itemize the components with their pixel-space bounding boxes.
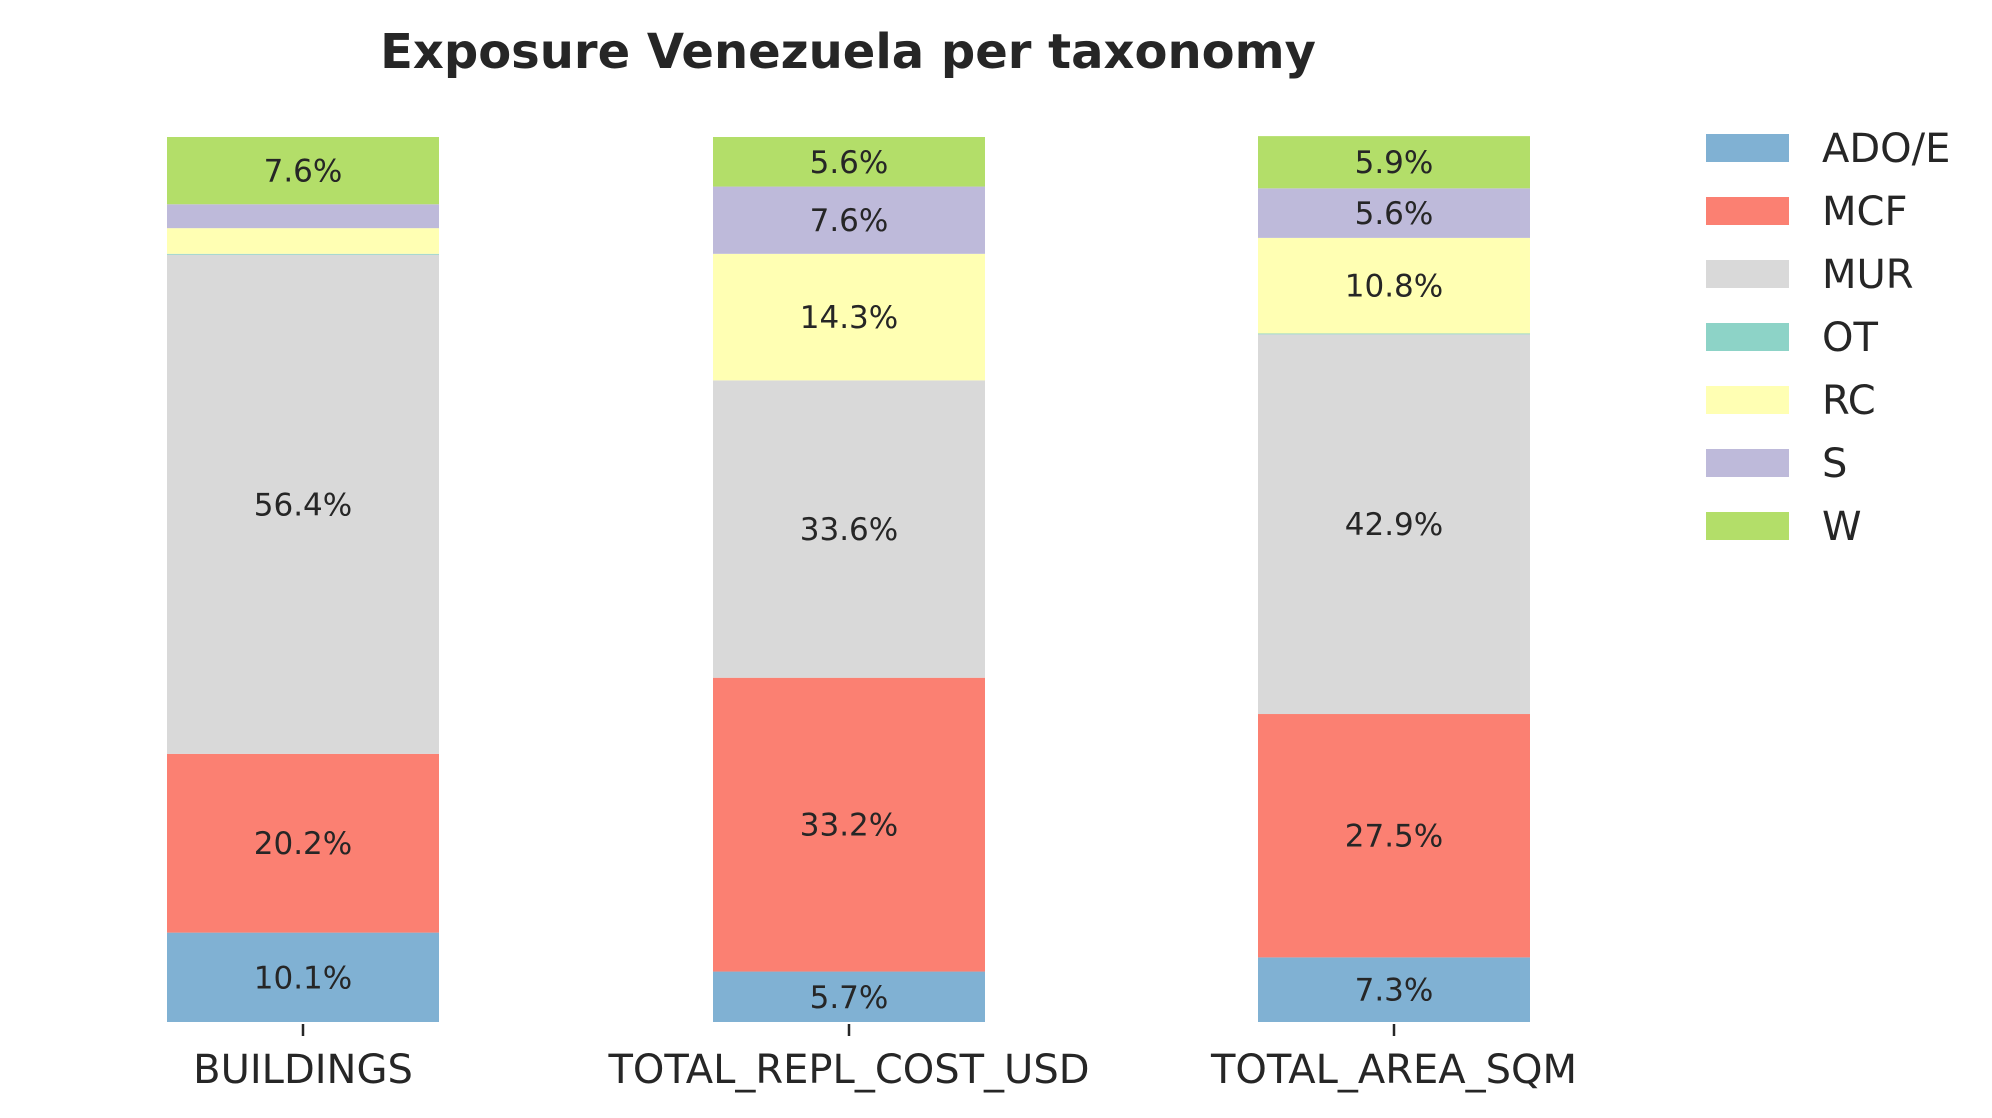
bar-segment-mcf-1 (167, 753, 439, 933)
data-label-mur-1: 56.4% (254, 487, 352, 523)
bar-segment-rc-3 (1258, 237, 1530, 334)
legend-swatch-rc (1706, 386, 1789, 414)
legend-label-s: S (1822, 441, 1847, 487)
legend-swatch-mur (1706, 260, 1789, 288)
bar-segment-ado-e-2 (713, 971, 985, 1022)
data-label-s-3: 5.6% (1355, 196, 1434, 232)
bar-segment-ot-1 (167, 253, 439, 255)
legend-swatch-ot (1706, 323, 1789, 351)
bar-segment-mur-2 (713, 380, 985, 678)
data-label-ado-e-2: 5.7% (810, 980, 889, 1016)
data-label-mcf-2: 33.2% (800, 808, 898, 844)
legend-swatch-mcf (1706, 197, 1789, 225)
legend-swatch-s (1706, 449, 1789, 477)
bar-segment-rc-2 (713, 253, 985, 381)
bar-segment-s-1 (167, 204, 439, 229)
data-label-mcf-3: 27.5% (1345, 819, 1443, 855)
x-axis: BUILDINGS TOTAL_REPL_COST_USD TOTAL_AREA_S… (193, 1024, 1577, 1093)
bar-segment-ado-e-3 (1258, 957, 1530, 1022)
bar-segment-w-2 (713, 137, 985, 187)
x-tick-label: TOTAL_AREA_SQM (1210, 1047, 1577, 1093)
bar-segment-s-2 (713, 186, 985, 254)
bar-segment-ado-e-1 (167, 932, 439, 1022)
x-tick-label: TOTAL_REPL_COST_USD (607, 1047, 1089, 1093)
legend-label-mur: MUR (1822, 252, 1914, 298)
bar-segment-w-1 (167, 137, 439, 205)
data-label-mur-2: 33.6% (800, 512, 898, 548)
data-label-ado-e-3: 7.3% (1355, 973, 1434, 1009)
bar-segment-ot-3 (1258, 333, 1530, 335)
legend: ADO/E MCF MUR OT RC SW (1706, 126, 1950, 550)
data-label-mcf-1: 20.2% (254, 826, 352, 862)
bar-segment-mcf-2 (713, 677, 985, 972)
bar-segment-w-3 (1258, 136, 1530, 189)
bar-segment-mcf-3 (1258, 714, 1530, 958)
bar-segment-mur-1 (167, 254, 439, 754)
x-tick-label: BUILDINGS (193, 1047, 413, 1093)
bars-group: 10.1% 20.2% 56.4% 7.6% 5.7% 33.2% 33.6% 14.3% 7.… (167, 136, 1530, 1022)
data-label-s-2: 7.6% (810, 203, 889, 239)
data-label-rc-2: 14.3% (800, 300, 898, 336)
data-label-w-2: 5.6% (810, 145, 889, 181)
legend-swatch-w (1706, 512, 1789, 540)
data-label-rc-3: 10.8% (1345, 269, 1443, 305)
legend-swatch-ado-e (1706, 134, 1789, 162)
legend-label-ot: OT (1822, 315, 1878, 361)
legend-label-rc: RC (1822, 378, 1876, 424)
data-label-w-3: 5.9% (1355, 145, 1434, 181)
legend-label-ado-e: ADO/E (1822, 126, 1950, 172)
chart-title: Exposure Venezuela per taxonomy (380, 24, 1316, 80)
bar-segment-s-3 (1258, 188, 1530, 238)
data-label-ado-e-1: 10.1% (254, 960, 352, 996)
data-label-mur-3: 42.9% (1345, 507, 1443, 543)
bar-segment-mur-3 (1258, 334, 1530, 715)
legend-label-mcf: MCF (1822, 189, 1907, 235)
bar-segment-rc-1 (167, 228, 439, 254)
data-label-w-1: 7.6% (264, 154, 343, 190)
legend-label-w: W (1822, 504, 1862, 550)
